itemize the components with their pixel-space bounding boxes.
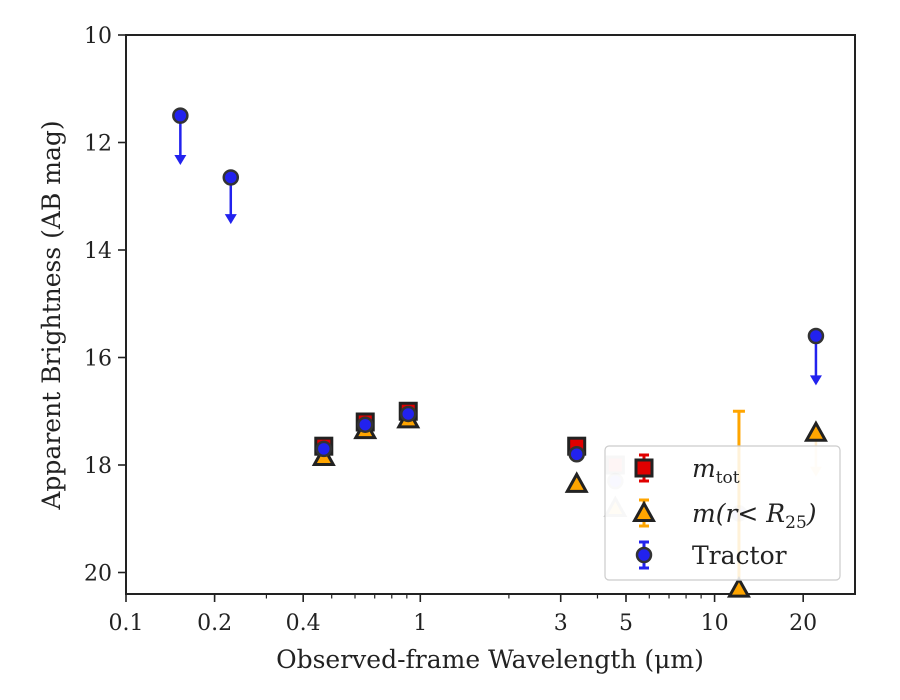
legend-label-tractor: Tractor — [692, 541, 787, 570]
axis-ticks: 0.1 0.2 0.4 1 3 5 10 20 10 12 14 16 18 20 — [84, 24, 817, 636]
legend-marker-m-r-r25 — [632, 500, 656, 523]
tractor-upper-limit-arrow-head — [174, 155, 187, 165]
legend-label-sub: 25 — [785, 513, 807, 533]
tractor-point — [356, 416, 374, 433]
x-tick-label: 0.4 — [286, 611, 321, 636]
x-tick-label: 0.2 — [197, 611, 232, 636]
legend-label-base: m(r< R — [692, 499, 785, 528]
legend-label-tail: ) — [806, 499, 817, 528]
legend-label-sub: tot — [716, 468, 740, 488]
y-tick-label: 20 — [84, 562, 112, 587]
x-tick-label: 0.1 — [109, 611, 144, 636]
y-tick-label: 10 — [84, 24, 112, 49]
legend-entries: mtot m(r< R25) Tractor — [632, 453, 817, 570]
tractor-point — [315, 440, 333, 458]
legend: mtot m(r< R25) Tractor — [604, 445, 841, 581]
legend-label-m-tot: mtot — [692, 454, 740, 488]
legend-item-m-r-r25: m(r< R25) — [632, 498, 817, 533]
x-tick-label: 20 — [789, 611, 817, 636]
y-tick-label: 12 — [84, 132, 112, 157]
m-r-r25-point — [564, 471, 589, 493]
legend-item-m-tot: mtot — [634, 453, 740, 488]
x-tick-label: 3 — [554, 611, 568, 636]
x-tick-label: 5 — [619, 611, 633, 636]
y-tick-label: 16 — [84, 347, 112, 372]
x-axis-label: Observed-frame Wavelength (μm) — [276, 645, 704, 674]
legend-item-tractor: Tractor — [635, 540, 787, 570]
y-axis-label: Apparent Brightness (AB mag) — [37, 120, 66, 510]
legend-box — [604, 445, 841, 581]
tractor-upper-limit-arrow-head — [809, 375, 822, 386]
legend-label-base: m — [692, 454, 716, 483]
y-tick-label: 18 — [84, 454, 112, 479]
tractor-upper-limit-arrow-head — [224, 214, 237, 225]
legend-marker-m-tot — [634, 458, 654, 478]
x-tick-label: 1 — [413, 611, 427, 636]
x-tick-label: 10 — [701, 611, 729, 636]
tractor-point — [222, 169, 240, 186]
m-r-r25-point — [803, 420, 828, 442]
y-tick-label: 14 — [84, 239, 112, 264]
tractor-point — [399, 405, 417, 423]
tractor-point — [807, 327, 825, 345]
legend-marker-tractor — [635, 546, 653, 564]
legend-label-m-r-r25: m(r< R25) — [692, 499, 817, 533]
tractor-point — [172, 107, 189, 124]
tractor-point — [568, 446, 585, 463]
m-r-r25-point — [726, 576, 751, 598]
